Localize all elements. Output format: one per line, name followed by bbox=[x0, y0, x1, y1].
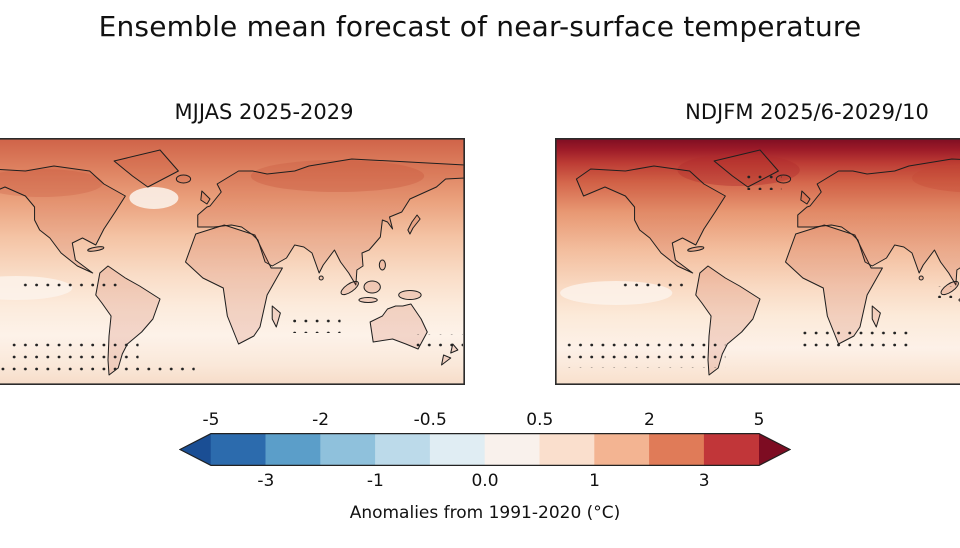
figure-title: Ensemble mean forecast of near-surface t… bbox=[98, 10, 862, 43]
colorbar-tick-label: -3 bbox=[257, 471, 275, 491]
colorbar-tick-label: 0.0 bbox=[471, 471, 499, 491]
panel-title-mjjas: MJJAS 2025-2029 bbox=[174, 100, 354, 124]
colorbar-under-arrow bbox=[179, 433, 211, 466]
colorbar-bar bbox=[178, 433, 792, 466]
colorbar-segment bbox=[703, 433, 760, 466]
panel-title-ndjfm: NDJFM 2025/6-2029/10 bbox=[685, 100, 929, 124]
map-mjjas bbox=[0, 138, 466, 385]
colorbar-tick-label: -2 bbox=[312, 410, 330, 430]
colorbar-segment bbox=[484, 433, 541, 466]
colorbar-segment bbox=[265, 433, 321, 466]
colorbar-tick-label: 3 bbox=[698, 471, 710, 491]
colorbar-tick-label: 1 bbox=[589, 471, 601, 491]
colorbar-segment bbox=[649, 433, 705, 466]
colorbar-ticks-top: -5 -2 -0.5 0.5 2 5 bbox=[203, 407, 765, 433]
colorbar: -5 -2 -0.5 0.5 2 5 -3 -1 0.0 1 3 Anomalies from 1… bbox=[178, 407, 792, 523]
colorbar-tick-label: 5 bbox=[753, 410, 765, 430]
colorbar-outline bbox=[178, 433, 792, 466]
colorbar-segment bbox=[594, 433, 650, 466]
colorbar-segment bbox=[210, 433, 267, 466]
colorbar-svg bbox=[178, 433, 792, 466]
colorbar-ticks-bottom: -3 -1 0.0 1 3 bbox=[211, 466, 759, 492]
colorbar-segment bbox=[539, 433, 595, 466]
colorbar-over-arrow bbox=[759, 433, 791, 466]
colorbar-segment bbox=[375, 433, 431, 466]
map-ndjfm-svg bbox=[555, 138, 960, 385]
colorbar-tick-label: 0.5 bbox=[526, 410, 554, 430]
colorbar-label: Anomalies from 1991-2020 (°C) bbox=[349, 503, 621, 523]
colorbar-segment bbox=[429, 433, 486, 466]
map-mjjas-svg bbox=[0, 138, 466, 385]
colorbar-tick-label: -5 bbox=[202, 410, 220, 430]
colorbar-tick-label: -1 bbox=[366, 471, 384, 491]
map-ndjfm bbox=[555, 138, 960, 385]
colorbar-tick-label: 2 bbox=[643, 410, 655, 430]
colorbar-tick-label: -0.5 bbox=[413, 410, 447, 430]
colorbar-segment bbox=[320, 433, 376, 466]
